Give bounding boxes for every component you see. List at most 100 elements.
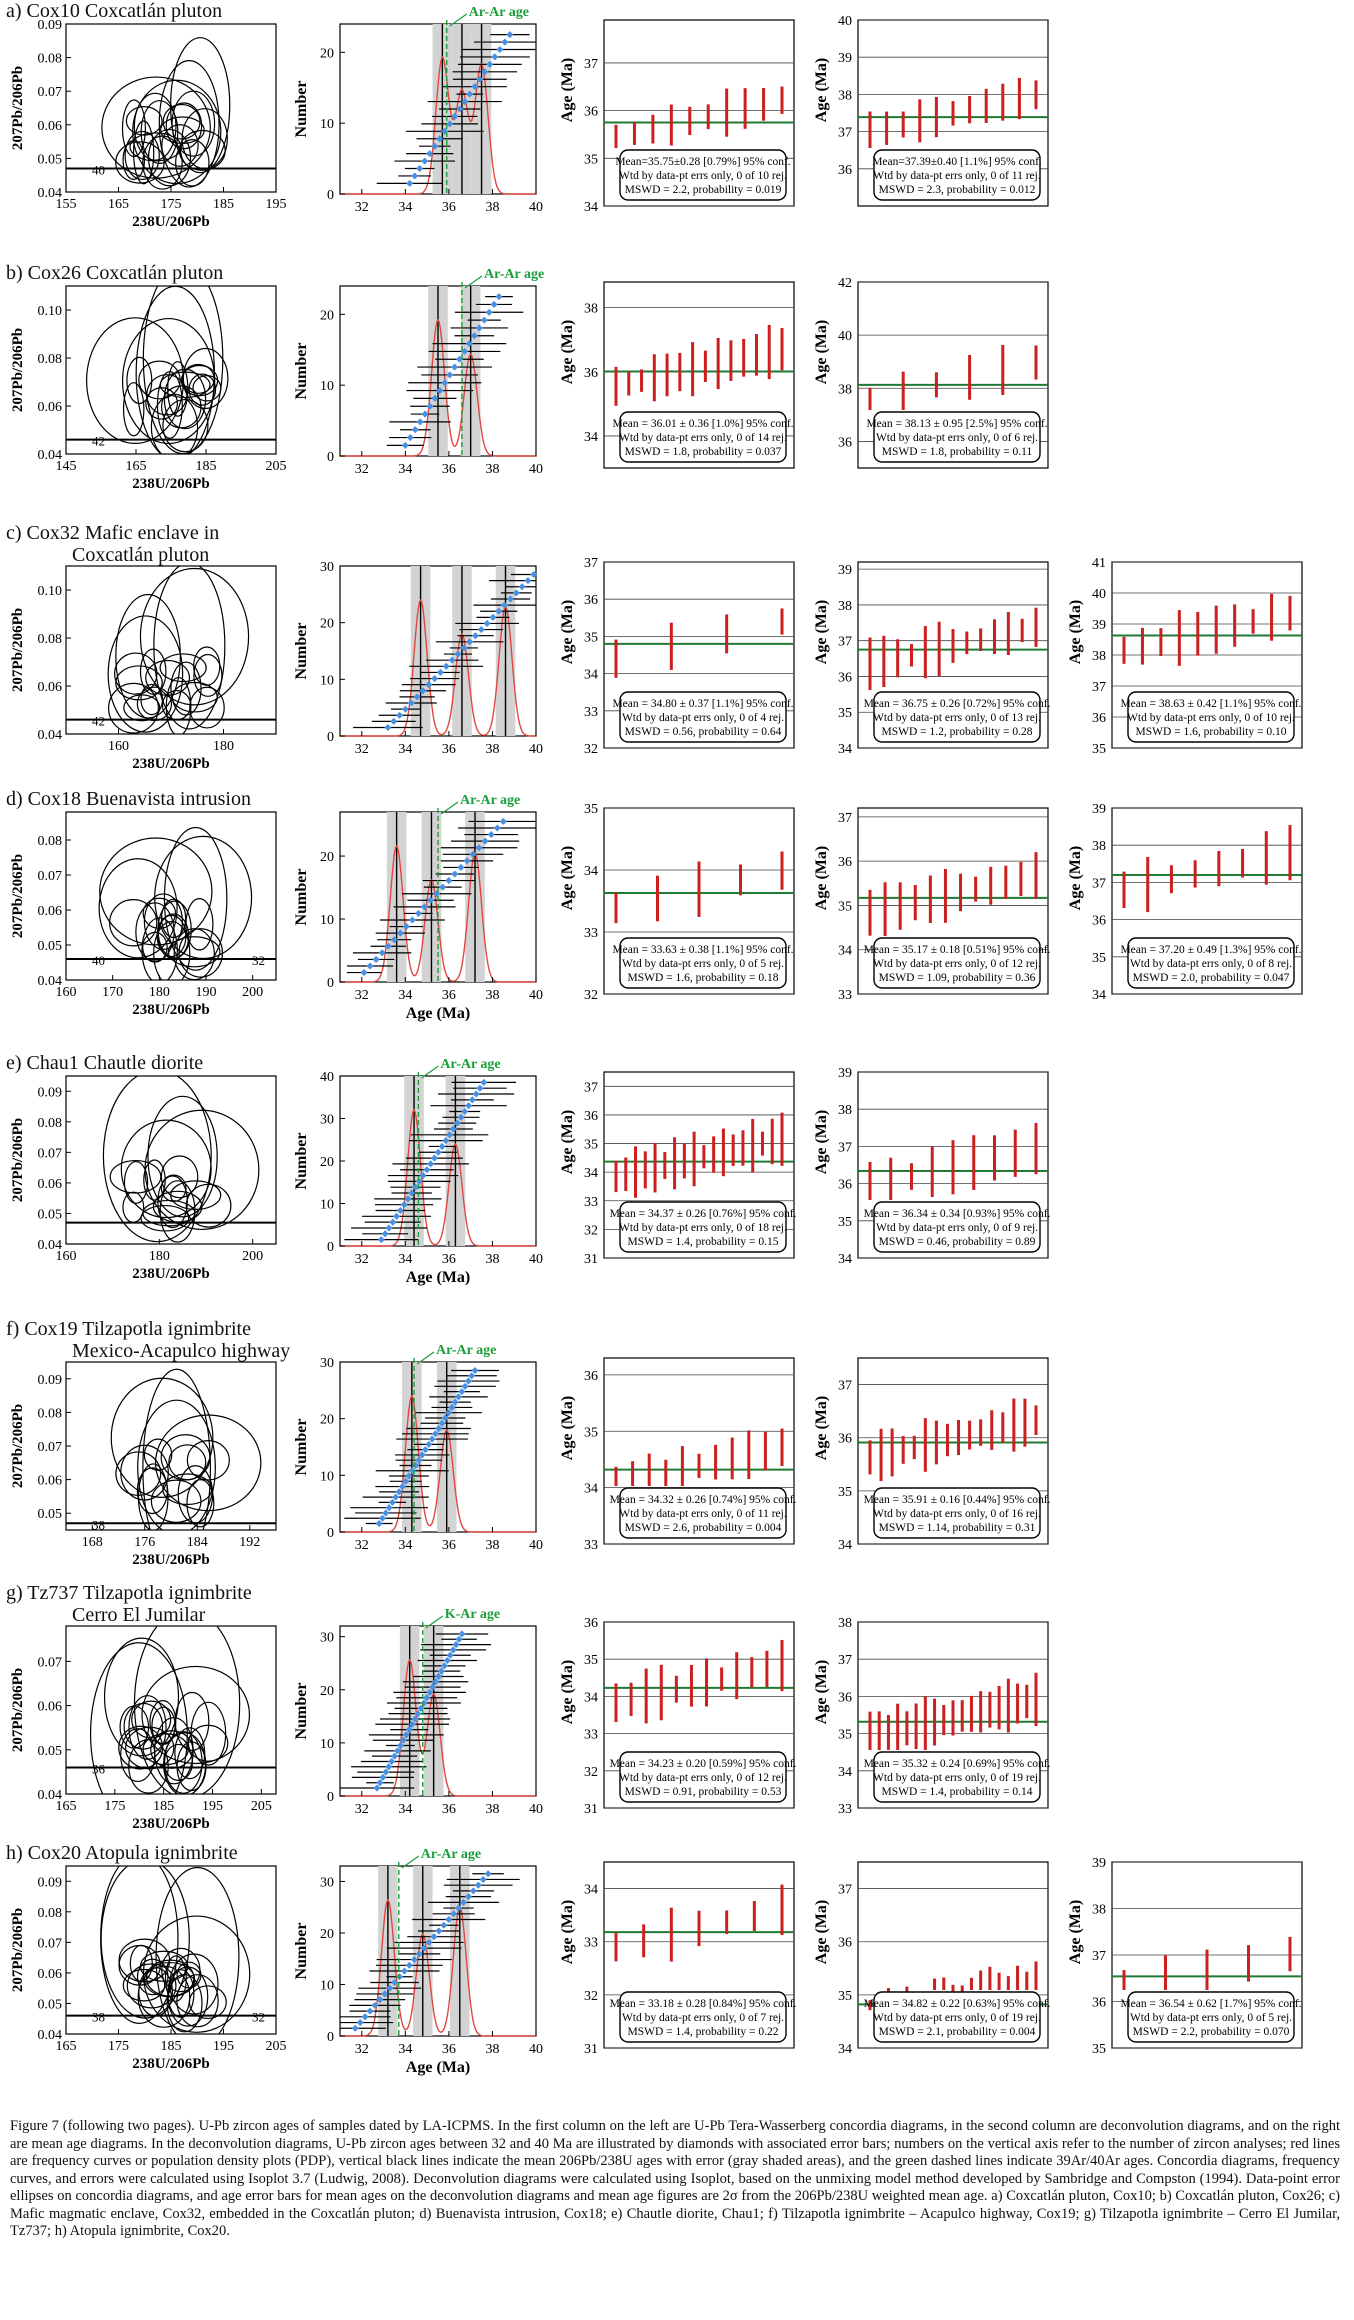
x-tick-label: 155 [56,197,77,212]
x-tick-label: 205 [266,2039,287,2054]
stats-box [619,691,787,743]
stats-box [1127,1991,1295,2043]
ellipse-group [110,1368,262,1530]
age-point [477,626,485,634]
y-tick-label: 0.04 [38,2028,63,2043]
stats-line: Mean = 36.34 ± 0.34 [0.93%] 95% conf. [864,1208,1051,1220]
age-point [388,1498,396,1506]
stats-line: Wtd by data-pt errs only, 0 of 6 rej. [876,432,1038,444]
y-tick-label: 0.09 [38,1085,63,1100]
error-ellipse [168,1444,207,1481]
figure-row-h: h) Cox20 Atopula ignimbrite 38 32 165 175 185… [0,1842,1354,2104]
y-tick-label: 0.06 [38,1177,63,1192]
mean-age-diagram: 34 35 36 37 Mean = 34.82 ± 0.22 [0.63%] 95% … [813,1861,1051,2057]
y-tick-label: 20 [320,1927,334,1942]
y-tick-label: 34 [584,430,598,445]
y-tick-label: 39 [838,51,852,66]
x-tick-label: 32 [355,1538,369,1553]
concordia-age-label: 32 [252,2010,265,2025]
deconvolution-diagram: Ar-Ar age 32 34 36 38 40 0 10 20 30 40 Age (Ma) Numb… [293,1057,543,1286]
ellipse-group [101,37,231,190]
stats-line: Mean = 37.20 ± 0.49 [1.3%] 95% conf. [1120,944,1301,956]
argon-arrow [449,13,468,27]
y-tick-label: 10 [320,673,334,688]
y-tick-label: 33 [838,1802,852,1817]
argon-arrow [416,1351,435,1365]
x-tick-label: 34 [398,1538,412,1553]
argon-arrow [440,801,459,815]
error-ellipse [125,106,163,136]
error-ellipse [89,1642,188,1794]
x-tick-label: 38 [485,1538,499,1553]
stats-line: Mean = 34.37 ± 0.26 [0.76%] 95% conf. [610,1208,797,1220]
y-tick-label: 36 [584,1616,598,1631]
stats-line: MSWD = 1.8, probability = 0.11 [882,446,1033,458]
concordia-age-label: 42 [92,714,105,729]
x-axis-label: 238U/206Pb [132,476,210,492]
error-ellipse [176,1961,202,1989]
x-tick-label: 38 [485,200,499,215]
y-tick-label: 34 [838,1538,852,1553]
stats-line: Mean = 35.17 ± 0.18 [0.51%] 95% conf. [864,944,1051,956]
y-tick-label: 34 [584,1883,598,1898]
y-tick-label: 37 [838,635,852,650]
y-tick-label: 0.07 [38,85,63,100]
stats-line: MSWD = 2.2, probability = 0.019 [625,184,782,196]
y-tick-label: 0.07 [38,1655,63,1670]
y-tick-label: 38 [1092,649,1106,664]
y-tick-label: 35 [584,1138,598,1153]
x-tick-label: 32 [355,1802,369,1817]
error-ellipse [100,1866,179,2024]
y-tick-label: 0 [327,2030,334,2045]
figure-caption: Figure 7 (following two pages). U-Pb zir… [10,2118,1340,2239]
y-axis-label: Age (Ma) [559,1660,576,1724]
error-ellipse [128,1739,169,1794]
pdp-curve [340,1658,536,1797]
x-tick-label: 40 [529,988,543,1003]
y-axis-label: 207Pb/206Pb [10,1118,26,1202]
stats-line: Wtd by data-pt errs only, 0 of 19 rej. [873,2012,1041,2024]
y-tick-label: 35 [838,899,852,914]
y-tick-label: 0.04 [38,974,63,989]
age-point [450,1910,458,1918]
stats-line: MSWD = 1.6, probability = 0.18 [628,972,779,984]
age-point [431,142,439,150]
error-ellipse [147,1095,218,1218]
y-tick-label: 37 [838,811,852,826]
error-ellipse [102,1076,212,1243]
y-tick-label: 37 [1092,876,1106,891]
y-axis-label: 207Pb/206Pb [10,328,26,412]
error-ellipse [137,1399,216,1530]
y-tick-label: 20 [320,46,334,61]
ellipse-group [102,1076,260,1243]
error-ellipse [139,648,167,695]
error-ellipse [154,1717,194,1785]
error-ellipse [163,1743,194,1781]
y-tick-label: 36 [838,1178,852,1193]
plot-frame [339,1075,537,1247]
y-tick-label: 40 [1092,587,1106,602]
error-ellipse [142,1368,211,1530]
ellipse-group [86,286,229,454]
x-axis-label: 238U/206Pb [132,1552,210,1568]
y-tick-label: 0.07 [38,1146,63,1161]
y-axis-label: Number [293,343,310,400]
age-point [495,293,503,301]
argon-age-label: Ar-Ar age [440,1057,500,1072]
y-tick-label: 0 [327,188,334,203]
x-tick-label: 36 [442,742,456,757]
mean-age-diagram: 34 35 36 37 38 39 Mean = 36.34 ± 0.34 [0.93%] … [813,1066,1051,1267]
x-tick-label: 175 [161,197,182,212]
stats-line: MSWD = 1.6, probability = 0.10 [1136,726,1287,738]
y-tick-label: 0.08 [38,1906,63,1921]
concordia-diagram: 38 32 165 175 185 195 205 0.04 0.05 0.06 0.07 0.08 0… [10,1865,287,2072]
error-ellipse [167,361,189,417]
age-point [416,164,424,173]
age-point [436,668,444,676]
y-tick-label: 0.04 [38,448,63,463]
x-tick-label: 34 [398,1252,412,1267]
y-tick-label: 34 [584,1166,598,1181]
x-tick-label: 36 [442,200,456,215]
argon-arrow [421,1065,439,1079]
y-tick-label: 42 [838,276,852,291]
